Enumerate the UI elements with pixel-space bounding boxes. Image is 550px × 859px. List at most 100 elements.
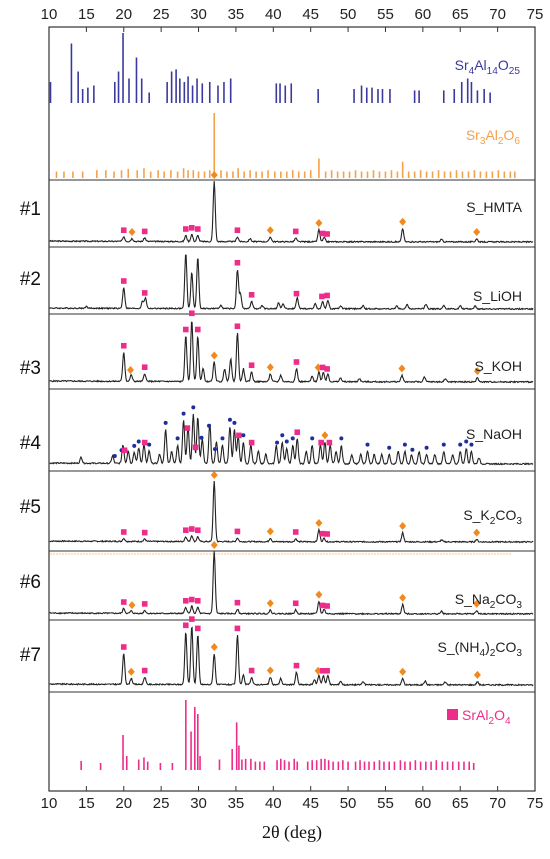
Sr3Al2O6-marker [266,527,274,536]
Sr4Al14O25-marker [147,442,152,447]
label-part: Sr [466,127,480,143]
SrAl2O4-marker [326,439,333,446]
Sr4Al14O25-marker [199,435,204,440]
legend-swatch [447,709,458,720]
Sr3Al2O6-marker [126,365,134,374]
SrAl2O4-marker [324,292,330,299]
Sr3Al2O6-marker [210,351,218,360]
Sr4Al14O25-marker [365,442,370,447]
Sr3Al2O6-marker [315,519,323,527]
SrAl2O4-marker [183,527,189,533]
SrAl2O4-marker [120,644,127,650]
SrAl2O4-marker [324,667,330,674]
SrAl2O4-marker [292,228,299,235]
label-part: 2 [490,600,496,611]
SrAl2O4-marker [194,326,201,333]
label-part: O [504,127,515,143]
Sr4Al14O25-marker [441,442,446,447]
SrAl2O4-marker [141,601,148,607]
label-part: CO [495,591,516,607]
SrAl2O4-marker [319,230,326,237]
SrAl2O4-marker [141,667,148,674]
Sr4Al14O25-marker [458,442,463,447]
Sr3Al2O6-marker [399,667,407,676]
diffraction-pattern [49,181,534,244]
label-part: S_KOH [475,358,522,374]
SrAl2O4-marker [318,439,324,446]
Sr3Al2O6-marker [315,590,323,599]
top-tick-label: 55 [377,6,394,23]
top-tick-label: 40 [265,6,282,23]
sample-number: #5 [20,497,41,518]
top-tick-label: 50 [340,6,357,23]
SrAl2O4-marker [120,599,127,605]
bottom-tick-labels: 10 15 20 25 30 35 40 45 50 55 60 65 70 75 [41,786,543,812]
bottom-tick-label: 55 [377,795,394,812]
SrAl2O4-marker [194,625,201,632]
sample-#4: #4 S_NaOH [20,405,534,466]
SrAl2O4-marker [192,444,199,451]
bottom-tick-label: 60 [415,795,432,812]
Sr4Al14O25-marker [112,454,117,458]
label-part: 6 [514,136,520,147]
SrAl2O4-marker [319,364,326,371]
sample-name: S_HMTA [466,199,522,215]
sample-number: #6 [20,572,41,593]
label-part: 2 [490,648,496,659]
sample-name: S_K2CO3 [463,507,522,527]
Sr3Al2O6-marker [473,228,481,236]
Sr4Al14O25-marker [181,411,186,416]
label-part: Al [485,127,497,143]
SrAl2O4-marker [189,596,195,603]
SrAl2O4-marker [120,278,127,284]
top-tick-label: 60 [415,6,432,23]
sample-number: #7 [20,645,41,666]
Sr4Al14O25-marker [402,442,407,447]
SrAl2O4-marker [141,290,148,296]
SrAl2O4-marker [234,599,241,606]
label-part: 25 [509,66,521,77]
sample-#3: #3 S_KOH [20,310,534,384]
SrAl2O4-marker [184,425,191,431]
Sr3Al2O6-marker [473,670,481,679]
SrAl2O4-marker [292,600,299,607]
Sr4Al14O25-marker [227,417,232,422]
SrAl2O4-marker [189,616,195,622]
SrAl2O4-marker [319,293,325,300]
label-part: 2 [488,716,494,727]
label-part: SrAl [462,707,488,723]
SrAl2O4-marker [189,310,195,317]
reference-Sr4Al14O25: Sr4Al14O25 [49,33,521,103]
sample-name: S_Na2CO3 [455,591,523,611]
label-part: S_LiOH [473,288,522,304]
Sr4Al14O25-marker [464,439,469,444]
sample-name: S_LiOH [473,288,522,304]
Sr4Al14O25-marker [191,405,196,410]
label-part: ) [485,639,490,655]
SrAl2O4-marker [183,598,189,604]
sample-#2: #2 S_LiOH [20,254,534,311]
Sr3Al2O6-marker [210,541,218,549]
Sr4Al14O25-marker [280,433,285,438]
SrAl2O4-marker [324,531,330,537]
top-tick-label: 45 [302,6,319,23]
bottom-tick-label: 20 [115,795,132,812]
sample-name: S_NaOH [466,426,522,442]
Sr4Al14O25-marker [424,445,429,450]
label-part: S_(NH [437,639,479,655]
Sr3Al2O6-marker [398,364,406,373]
SrAl2O4-marker [293,359,300,365]
diffraction-pattern [49,321,534,384]
SrAl2O4-marker [319,667,326,674]
bottom-tick-label: 35 [228,795,245,812]
SrAl2O4-marker [294,429,301,435]
sample-#6: #6 S_Na2CO3 [20,541,534,616]
SrAl2O4-marker [183,226,189,232]
SrAl2O4-marker [234,625,241,632]
label-part: O [494,707,505,723]
SrAl2O4-marker [189,225,195,231]
Sr3Al2O6-marker [473,367,481,376]
Sr3Al2O6-marker [266,363,274,372]
SrAl2O4-marker [189,526,195,532]
